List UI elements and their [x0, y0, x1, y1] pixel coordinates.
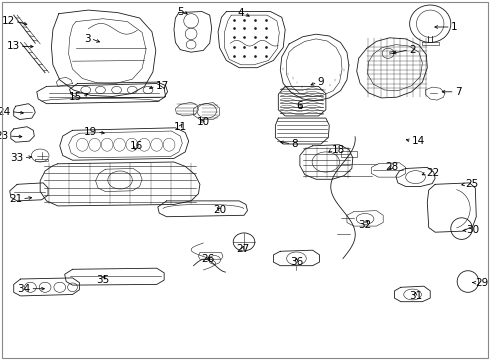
Text: 11: 11 — [173, 122, 187, 132]
Text: 36: 36 — [290, 257, 303, 267]
Text: 3: 3 — [84, 33, 91, 44]
Text: 1: 1 — [451, 22, 458, 32]
Text: 18: 18 — [332, 145, 345, 155]
Text: 9: 9 — [318, 77, 324, 87]
Text: 5: 5 — [177, 6, 184, 17]
Text: 23: 23 — [0, 131, 9, 141]
Text: 13: 13 — [6, 41, 20, 51]
Text: 8: 8 — [292, 139, 298, 149]
Text: 10: 10 — [197, 117, 210, 127]
Text: 17: 17 — [156, 81, 169, 91]
Text: 4: 4 — [237, 8, 244, 18]
Text: 24: 24 — [0, 107, 11, 117]
Text: 26: 26 — [201, 254, 215, 264]
Text: 35: 35 — [96, 275, 110, 285]
Text: 16: 16 — [129, 141, 143, 151]
Text: 34: 34 — [17, 284, 30, 294]
Text: 7: 7 — [455, 87, 462, 97]
Text: 29: 29 — [475, 278, 489, 288]
Text: 31: 31 — [409, 291, 422, 301]
Text: 12: 12 — [1, 16, 15, 26]
Text: 22: 22 — [426, 168, 440, 178]
Text: 21: 21 — [9, 194, 22, 204]
Text: 27: 27 — [236, 244, 249, 254]
Text: 30: 30 — [466, 225, 480, 235]
Text: 33: 33 — [10, 153, 24, 163]
Text: 19: 19 — [84, 127, 97, 137]
Text: 14: 14 — [412, 136, 425, 146]
Text: 6: 6 — [296, 101, 303, 111]
Text: 32: 32 — [358, 220, 372, 230]
Text: 25: 25 — [466, 179, 479, 189]
Text: 20: 20 — [213, 204, 226, 215]
Text: 28: 28 — [385, 162, 399, 172]
Text: 15: 15 — [69, 92, 82, 102]
Text: 2: 2 — [409, 45, 416, 55]
